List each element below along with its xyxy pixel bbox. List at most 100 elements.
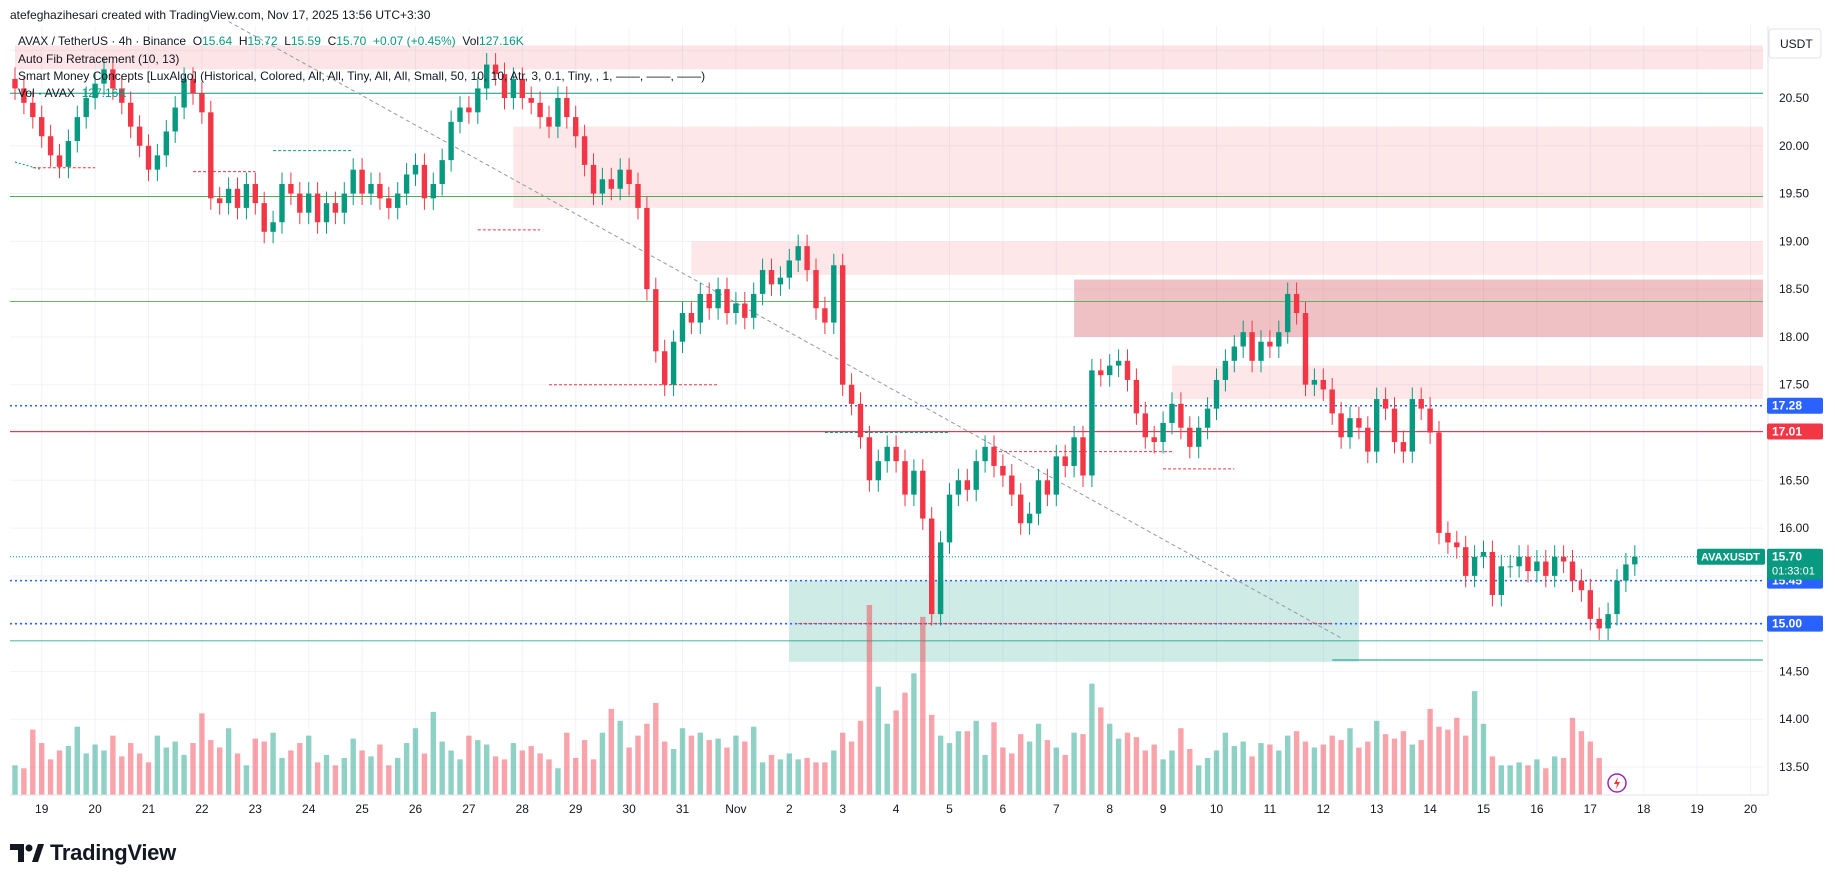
volume-bar	[1187, 748, 1193, 795]
candle-body	[181, 78, 187, 108]
volume-bar	[742, 741, 748, 795]
volume-bar	[12, 765, 18, 795]
candle-body	[537, 102, 543, 118]
volume-bar	[1356, 747, 1362, 795]
volume-bar	[1552, 756, 1558, 795]
volume-bar	[608, 708, 614, 795]
time-tick-label: 25	[355, 802, 369, 816]
volume-bar	[1338, 740, 1344, 795]
countdown-text: 01:33:01	[1772, 566, 1815, 578]
volume-bar	[715, 738, 721, 795]
legend-symbol[interactable]: AVAX / TetherUS · 4h · Binance	[18, 34, 187, 48]
volume-bar	[573, 757, 579, 795]
volume-bar	[1222, 732, 1229, 795]
volume-bar	[831, 750, 837, 795]
volume-bar	[172, 741, 178, 795]
volume-bar	[982, 754, 988, 795]
volume-bar	[1596, 757, 1602, 795]
volume-bar	[1329, 735, 1335, 795]
price-tag-1701-text: 17.01	[1772, 425, 1802, 439]
time-tick-label: 11	[1264, 802, 1277, 816]
volume-bar	[332, 765, 339, 795]
volume-bar	[875, 686, 881, 795]
candle-body	[1614, 580, 1620, 615]
volume-bar	[510, 743, 517, 795]
candle-body	[1231, 346, 1237, 361]
legend-volume-indicator[interactable]: Vol · AVAX 127.16K	[18, 86, 126, 100]
volume-bar	[1115, 738, 1122, 795]
candle-body	[1187, 427, 1193, 447]
demand-zone-discount	[789, 580, 1359, 662]
volume-bar	[128, 743, 134, 795]
candle-body	[893, 446, 899, 462]
candle-body	[119, 88, 125, 103]
legend-fib-indicator[interactable]: Auto Fib Retracement (10, 13)	[18, 52, 180, 66]
volume-bar	[759, 762, 766, 795]
volume-bar	[1240, 741, 1246, 795]
legend-vol-indicator-name: Vol · AVAX	[18, 86, 75, 100]
time-tick-label: 22	[195, 802, 209, 816]
candle-body	[47, 136, 54, 156]
candle-body	[1471, 556, 1478, 576]
candle-body	[599, 179, 606, 194]
candle-body	[83, 98, 89, 118]
legend-open: 15.64	[202, 34, 233, 48]
volume-bar	[386, 765, 392, 795]
time-tick-label: 5	[946, 802, 953, 816]
legend-smc-indicator[interactable]: Smart Money Concepts [LuxAlgo] (Historic…	[18, 69, 706, 83]
volume-bar	[1489, 756, 1496, 795]
candle-body	[332, 203, 339, 213]
candle-body	[831, 265, 837, 323]
volume-bar	[1454, 717, 1460, 795]
volume-bar	[1267, 744, 1273, 795]
volume-bar	[252, 738, 258, 795]
candle-body	[1347, 418, 1353, 438]
volume-bar	[1507, 765, 1513, 795]
candle-body	[929, 518, 935, 615]
volume-bar	[644, 723, 650, 795]
volume-bar	[537, 753, 543, 795]
candle-body	[1160, 422, 1166, 443]
candle-body	[724, 289, 730, 314]
volume-bar	[857, 720, 864, 795]
volume-bar	[208, 740, 214, 795]
candle-body	[1240, 332, 1246, 347]
candle-body	[1543, 561, 1549, 576]
volume-bar	[56, 750, 63, 795]
candle-body	[439, 160, 445, 185]
time-tick-label: 28	[516, 802, 530, 816]
candle-body	[448, 121, 454, 161]
candle-body	[911, 470, 917, 495]
volume-bar	[1293, 731, 1300, 795]
candle-body	[1026, 513, 1033, 524]
currency-label: USDT	[1780, 37, 1813, 51]
volume-bar	[590, 759, 597, 795]
tradingview-logo[interactable]: TradingView	[10, 840, 176, 866]
candle-body	[1178, 403, 1184, 428]
candle-body	[1498, 566, 1504, 595]
volume-bar	[30, 729, 36, 795]
volume-bar	[225, 728, 232, 795]
candle-body	[199, 93, 205, 113]
candle-body	[403, 174, 410, 194]
candle-body	[1623, 564, 1629, 581]
candle-body	[30, 102, 36, 118]
candle-body	[154, 155, 161, 170]
volume-bar	[813, 762, 819, 795]
time-tick-label: 26	[409, 802, 423, 816]
volume-bar	[679, 728, 686, 795]
volume-bar	[1480, 723, 1487, 795]
volume-bar	[421, 753, 428, 795]
time-tick-label: 15	[1477, 802, 1491, 816]
candle-body	[1044, 480, 1051, 495]
candle-body	[840, 265, 846, 385]
candle-body	[1098, 370, 1104, 376]
candle-body	[608, 179, 614, 189]
candle-body	[1133, 379, 1140, 414]
candle-body	[475, 88, 481, 113]
volume-bar	[893, 710, 899, 795]
time-tick-label: 31	[676, 802, 690, 816]
candle-body	[341, 193, 347, 213]
volume-bar	[430, 711, 436, 795]
